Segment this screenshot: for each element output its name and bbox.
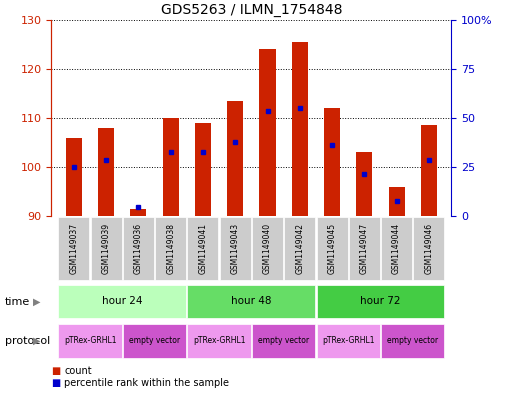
Text: time: time [5,297,30,307]
Text: empty vector: empty vector [258,336,309,345]
Text: pTRex-GRHL1: pTRex-GRHL1 [64,336,116,345]
FancyBboxPatch shape [381,324,444,358]
Text: hour 72: hour 72 [360,296,401,306]
Text: hour 24: hour 24 [102,296,143,306]
FancyBboxPatch shape [317,324,380,358]
FancyBboxPatch shape [187,285,315,318]
Bar [130,209,147,216]
Text: GSM1149036: GSM1149036 [134,223,143,274]
FancyBboxPatch shape [413,217,444,280]
Bar [260,49,275,216]
Text: ■: ■ [51,366,61,376]
Text: GSM1149045: GSM1149045 [327,223,337,274]
FancyBboxPatch shape [187,217,219,280]
Text: GSM1149037: GSM1149037 [69,223,78,274]
FancyBboxPatch shape [58,285,186,318]
Bar [163,118,179,216]
Text: GSM1149046: GSM1149046 [424,223,433,274]
Text: ■: ■ [51,378,61,388]
Text: count: count [64,366,92,376]
Bar [421,125,437,216]
FancyBboxPatch shape [317,217,347,280]
Text: GSM1149042: GSM1149042 [295,223,304,274]
FancyBboxPatch shape [58,217,89,280]
Text: GSM1149038: GSM1149038 [166,223,175,274]
Text: hour 48: hour 48 [231,296,271,306]
FancyBboxPatch shape [155,217,186,280]
FancyBboxPatch shape [220,217,251,280]
Text: pTRex-GRHL1: pTRex-GRHL1 [193,336,245,345]
Text: empty vector: empty vector [129,336,180,345]
FancyBboxPatch shape [252,324,315,358]
Text: pTRex-GRHL1: pTRex-GRHL1 [322,336,374,345]
FancyBboxPatch shape [284,217,315,280]
Bar [227,101,243,216]
Text: GSM1149044: GSM1149044 [392,223,401,274]
Bar [324,108,340,216]
FancyBboxPatch shape [317,285,444,318]
Text: GSM1149047: GSM1149047 [360,223,369,274]
Text: GSM1149040: GSM1149040 [263,223,272,274]
FancyBboxPatch shape [123,217,154,280]
Text: ▶: ▶ [33,297,41,307]
Text: GSM1149039: GSM1149039 [102,223,111,274]
FancyBboxPatch shape [123,324,186,358]
Bar [98,128,114,216]
Text: GSM1149043: GSM1149043 [231,223,240,274]
Text: percentile rank within the sample: percentile rank within the sample [64,378,229,388]
FancyBboxPatch shape [187,324,251,358]
FancyBboxPatch shape [349,217,380,280]
FancyBboxPatch shape [91,217,122,280]
Title: GDS5263 / ILMN_1754848: GDS5263 / ILMN_1754848 [161,3,342,17]
FancyBboxPatch shape [381,217,412,280]
Bar [356,152,372,216]
FancyBboxPatch shape [252,217,283,280]
Text: ▶: ▶ [33,336,41,346]
Bar [388,187,405,216]
Text: GSM1149041: GSM1149041 [199,223,207,274]
Text: protocol: protocol [5,336,50,346]
FancyBboxPatch shape [58,324,122,358]
Text: empty vector: empty vector [387,336,438,345]
Bar [66,138,82,216]
Bar [195,123,211,216]
Bar [292,42,308,216]
